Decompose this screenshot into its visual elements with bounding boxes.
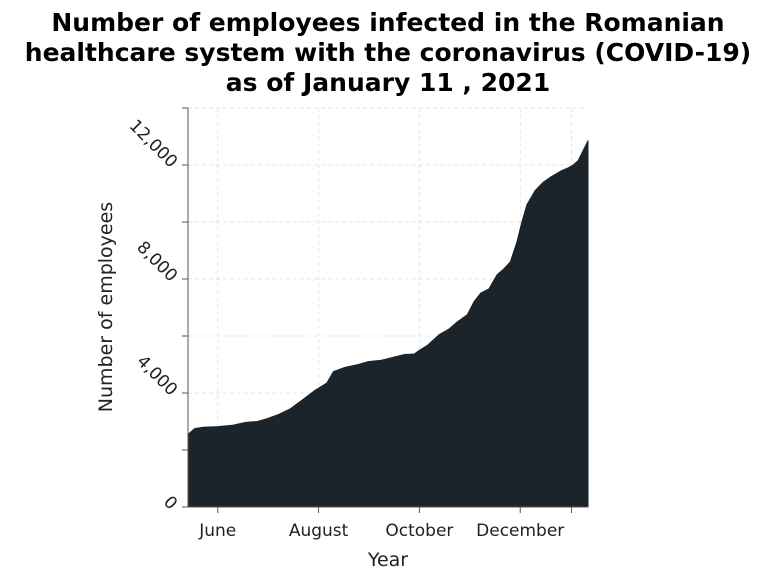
x-tick-label: December: [476, 521, 564, 541]
chart-title: Number of employees infected in the Roma…: [25, 8, 751, 97]
axes: [182, 107, 588, 513]
x-tick-label: June: [198, 521, 236, 541]
chart-title-line-2: healthcare system with the coronavirus (…: [25, 38, 751, 67]
y-tick-label: 4,000: [133, 352, 182, 401]
area-series-layer: [187, 140, 589, 508]
y-tick-label: 0: [159, 492, 181, 514]
x-axis-label: Year: [367, 549, 408, 571]
y-tick-label: 8,000: [133, 238, 182, 287]
area-series-employees: [187, 140, 589, 508]
x-tick-label: October: [385, 521, 453, 541]
y-tick-label: 12,000: [125, 116, 181, 172]
chart-title-line-1: Number of employees infected in the Roma…: [51, 8, 724, 37]
x-tick-label: August: [289, 521, 349, 541]
y-axis-label: Number of employees: [95, 202, 117, 412]
chart-title-line-3: as of January 11 , 2021: [226, 68, 550, 97]
